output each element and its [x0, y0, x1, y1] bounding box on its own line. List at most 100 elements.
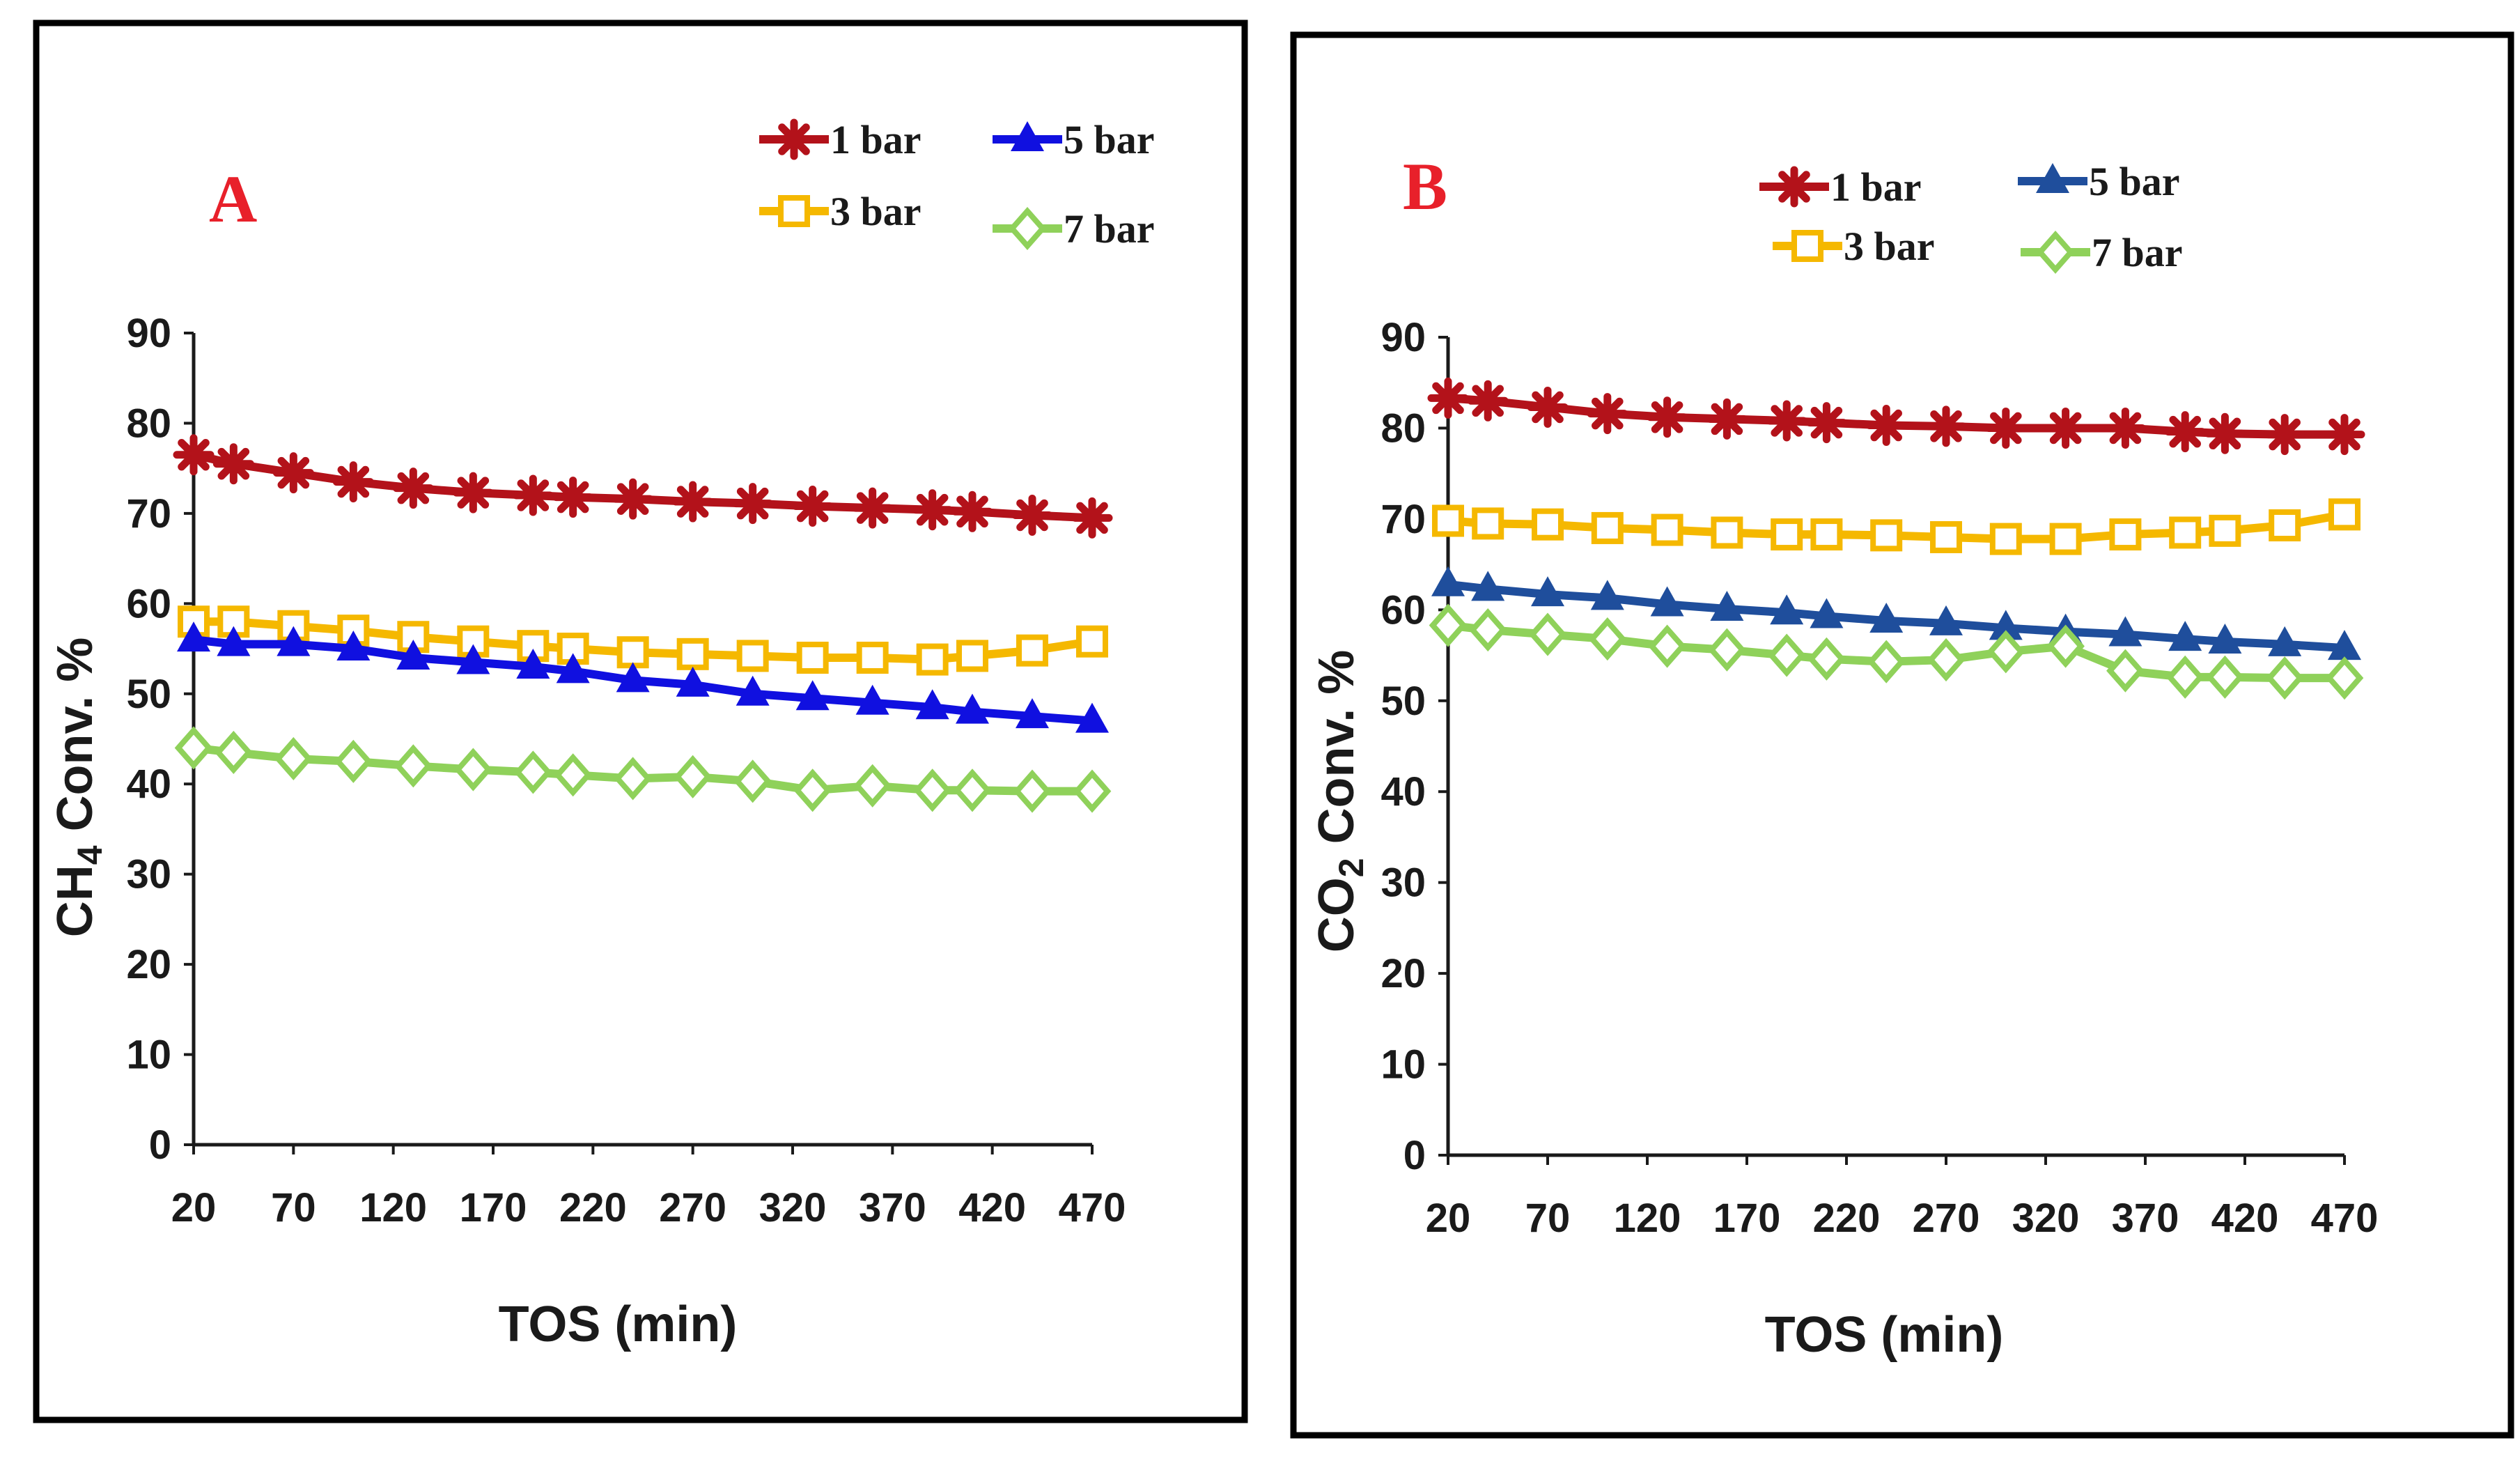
data-point	[1767, 633, 1806, 677]
data-point	[554, 753, 592, 797]
series-1-bar	[173, 434, 1113, 539]
data-point	[1432, 504, 1464, 537]
series-7-bar	[1429, 603, 2364, 700]
panel-a-letter: A	[209, 162, 257, 236]
data-point	[1710, 591, 1744, 621]
data-point	[1648, 624, 1686, 668]
y-axis-title-main: CO	[1309, 877, 1364, 952]
data-point	[1925, 405, 1967, 447]
legend-label: 5 bar	[2089, 159, 2180, 204]
data-point	[456, 644, 490, 674]
y-tick-label: 40	[126, 762, 171, 807]
x-axis-title: TOS (min)	[499, 1297, 738, 1352]
data-point	[1711, 516, 1743, 549]
data-point	[512, 474, 554, 516]
data-point	[1528, 612, 1567, 656]
data-point	[953, 768, 992, 812]
data-point	[736, 675, 770, 706]
data-point	[1013, 769, 1052, 813]
series-3-bar	[178, 605, 1108, 676]
data-point	[951, 490, 993, 532]
y-tick-label: 60	[126, 581, 171, 626]
data-point	[454, 748, 492, 791]
data-point	[1927, 638, 1966, 682]
data-point	[1650, 586, 1684, 617]
y-tick-label: 20	[126, 942, 171, 987]
panel-b-letter: B	[1403, 149, 1447, 224]
x-tick-label: 120	[359, 1185, 427, 1230]
x-tick-label: 370	[2112, 1196, 2179, 1241]
data-point	[616, 636, 649, 669]
data-point	[1807, 637, 1846, 681]
y-axis-title-rest: Conv. %	[1309, 650, 1364, 858]
data-point	[1865, 405, 1907, 447]
data-point	[732, 483, 774, 525]
data-point	[1805, 402, 1847, 444]
data-point	[1071, 497, 1113, 539]
data-point	[1468, 608, 1507, 652]
data-point	[855, 684, 889, 715]
data-point	[853, 764, 892, 808]
data-point	[1427, 377, 1469, 419]
legend-marker	[1791, 230, 1823, 262]
data-point	[672, 481, 714, 523]
data-point	[1810, 598, 1844, 628]
data-point	[1770, 594, 1804, 625]
legend-marker	[1008, 206, 1047, 251]
data-point	[1930, 520, 1962, 553]
data-point	[916, 643, 949, 676]
x-tick-label: 20	[171, 1185, 217, 1230]
series-1-bar	[1427, 377, 2365, 456]
data-point	[1870, 519, 1903, 552]
x-tick-label: 270	[659, 1185, 726, 1230]
data-point	[1989, 610, 2023, 640]
legend-label: 3 bar	[1844, 224, 1935, 269]
data-point	[1471, 571, 1505, 601]
data-point	[1588, 617, 1627, 661]
data-point	[1073, 769, 1112, 813]
series-7-bar	[174, 726, 1112, 813]
y-tick-label: 30	[1380, 860, 1426, 906]
data-point	[1011, 494, 1053, 536]
data-point	[2165, 655, 2204, 699]
legend-item: 3 bar	[1773, 224, 1935, 269]
data-point	[2104, 407, 2146, 449]
x-tick-label: 270	[1913, 1196, 1980, 1241]
data-point	[2046, 624, 2085, 668]
data-point	[2325, 656, 2364, 700]
data-point	[1647, 396, 1688, 438]
x-tick-label: 170	[1713, 1196, 1781, 1241]
data-point	[1429, 603, 1468, 647]
legend-label: 7 bar	[1064, 206, 1155, 252]
data-point	[852, 487, 894, 529]
y-tick-label: 0	[1403, 1133, 1426, 1178]
data-point	[217, 626, 251, 656]
data-point	[2328, 630, 2361, 660]
data-point	[1016, 634, 1048, 667]
data-point	[2168, 621, 2202, 651]
data-point	[215, 730, 253, 774]
data-point	[1869, 602, 1904, 633]
y-tick-label: 60	[1380, 587, 1426, 633]
y-tick-label: 50	[1380, 679, 1426, 724]
series-5-bar	[177, 621, 1109, 733]
data-point	[856, 642, 889, 674]
x-tick-label: 470	[1059, 1185, 1126, 1230]
data-point	[676, 666, 710, 697]
legend-label: 1 bar	[1830, 164, 1922, 210]
x-tick-label: 320	[759, 1185, 827, 1230]
data-point	[1651, 513, 1683, 546]
data-point	[1527, 386, 1569, 428]
data-point	[2268, 626, 2302, 656]
data-point	[1531, 576, 1564, 607]
data-point	[912, 489, 954, 531]
data-point	[2164, 411, 2206, 453]
legend-label: 7 bar	[2092, 230, 2183, 275]
data-point	[394, 744, 433, 788]
data-point	[2265, 656, 2304, 700]
y-axis-title-subscript: 2	[1332, 858, 1371, 877]
data-point	[334, 739, 373, 783]
data-point	[174, 726, 213, 770]
x-tick-label: 320	[2012, 1196, 2080, 1241]
data-point	[1591, 511, 1624, 544]
